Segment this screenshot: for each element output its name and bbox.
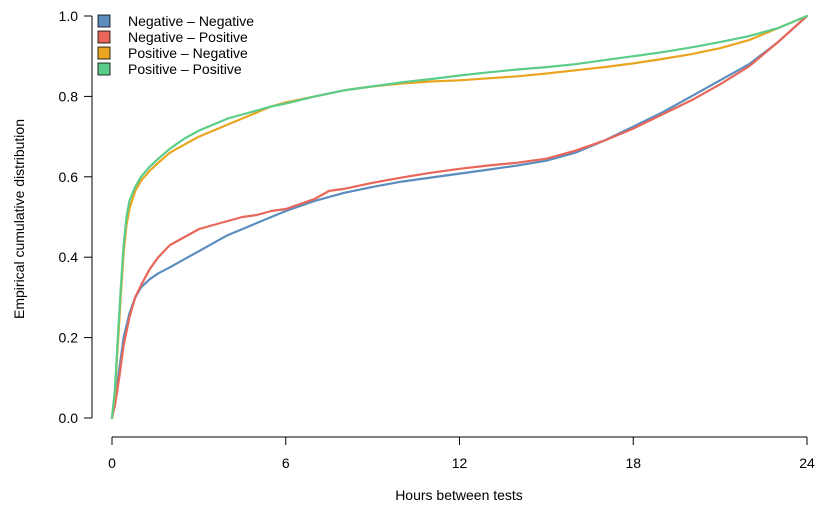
y-axis-title: Empirical cumulative distribution bbox=[11, 119, 27, 319]
legend-label: Negative – Positive bbox=[128, 29, 248, 45]
legend-label: Positive – Positive bbox=[128, 61, 242, 77]
y-tick-label: 0.4 bbox=[59, 249, 79, 265]
plot-area bbox=[110, 14, 809, 420]
x-tick-label: 12 bbox=[452, 455, 468, 471]
series-line-2 bbox=[110, 14, 809, 420]
legend-swatch bbox=[97, 62, 111, 76]
y-tick-label: 0.2 bbox=[59, 330, 79, 346]
y-tick-label: 1.0 bbox=[59, 8, 79, 24]
y-tick-label: 0.8 bbox=[59, 88, 79, 104]
x-tick-label: 6 bbox=[282, 455, 290, 471]
x-axis-title: Hours between tests bbox=[395, 487, 523, 503]
legend-label: Positive – Negative bbox=[128, 45, 248, 61]
legend-swatch bbox=[97, 14, 111, 28]
y-axis: 0.0 0.2 0.4 0.6 0.8 1.0 bbox=[59, 8, 93, 426]
y-tick-label: 0.0 bbox=[59, 410, 79, 426]
series-line-4 bbox=[110, 14, 809, 420]
legend-swatch bbox=[97, 46, 111, 60]
legend-swatch bbox=[97, 30, 111, 44]
x-axis: 0 6 12 18 24 bbox=[108, 436, 815, 471]
x-tick-label: 24 bbox=[799, 455, 815, 471]
x-tick-label: 0 bbox=[108, 455, 116, 471]
y-tick-label: 0.6 bbox=[59, 169, 79, 185]
legend-label: Negative – Negative bbox=[128, 13, 254, 29]
x-tick-label: 18 bbox=[625, 455, 641, 471]
